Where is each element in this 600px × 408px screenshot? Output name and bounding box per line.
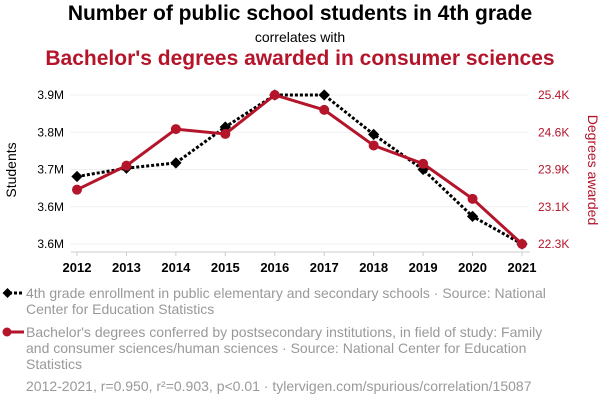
x-tick-label: 2018	[359, 260, 388, 275]
degrees-point	[170, 124, 181, 135]
left-tick-label: 3.6M	[37, 237, 64, 251]
footer-stats: 2012-2021, r=0.950, r²=0.903, p<0.01 · t…	[26, 378, 532, 394]
right-tick-label: 23.9K	[538, 163, 569, 177]
x-tick-label: 2012	[63, 260, 92, 275]
chart-subtitle: correlates with	[254, 29, 346, 45]
left-tick-label: 3.6M	[37, 200, 64, 214]
right-tick-label: 23.1K	[538, 200, 569, 214]
left-tick-label: 3.7M	[37, 163, 64, 177]
legend-label: 4th grade enrollment in public elementar…	[26, 285, 546, 317]
degrees-line	[76, 93, 524, 246]
x-tick-label: 2014	[161, 260, 191, 275]
degrees-point	[269, 90, 280, 100]
x-tick-label: 2013	[112, 260, 141, 275]
right-tick-label: 25.4K	[538, 88, 569, 102]
degrees-point	[368, 140, 379, 151]
degrees-point	[121, 160, 132, 171]
degrees-point	[418, 158, 429, 169]
degrees-point	[319, 104, 330, 115]
degrees-point	[72, 184, 82, 195]
chart-title: Number of public school students in 4th …	[67, 2, 533, 25]
students-point	[466, 210, 479, 223]
legend-item-students: 4th grade enrollment in public elementar…	[26, 285, 566, 317]
x-tick-label: 2016	[260, 260, 289, 275]
x-tick-label: 2017	[310, 260, 339, 275]
y-axis-label-right: Degrees awarded	[585, 115, 600, 226]
degrees-point	[467, 193, 478, 204]
students-line	[76, 93, 523, 246]
right-tick-label: 22.3K	[538, 237, 569, 251]
x-tick-label: 2015	[211, 260, 240, 275]
students-point	[368, 128, 380, 141]
legend-marker-circle	[2, 327, 12, 337]
students-point	[71, 170, 83, 183]
x-tick-label: 2020	[458, 260, 487, 275]
legend-item-degrees: Bachelor's degrees conferred by postseco…	[26, 324, 566, 372]
legend-label: Bachelor's degrees conferred by postseco…	[26, 324, 543, 372]
degrees-point	[517, 239, 527, 249]
x-tick-label: 2021	[508, 260, 537, 275]
left-tick-label: 3.8M	[37, 125, 64, 139]
legend-marker-diamond	[2, 288, 13, 298]
chart-title-2: Bachelor's degrees awarded in consumer s…	[45, 47, 555, 70]
students-point	[318, 89, 330, 101]
x-tick-label: 2019	[409, 260, 438, 275]
right-tick-label: 24.6K	[538, 125, 569, 139]
left-tick-label: 3.9M	[37, 88, 64, 102]
degrees-point	[220, 128, 231, 139]
students-point	[170, 157, 182, 169]
y-axis-label-left: Students	[3, 142, 19, 197]
